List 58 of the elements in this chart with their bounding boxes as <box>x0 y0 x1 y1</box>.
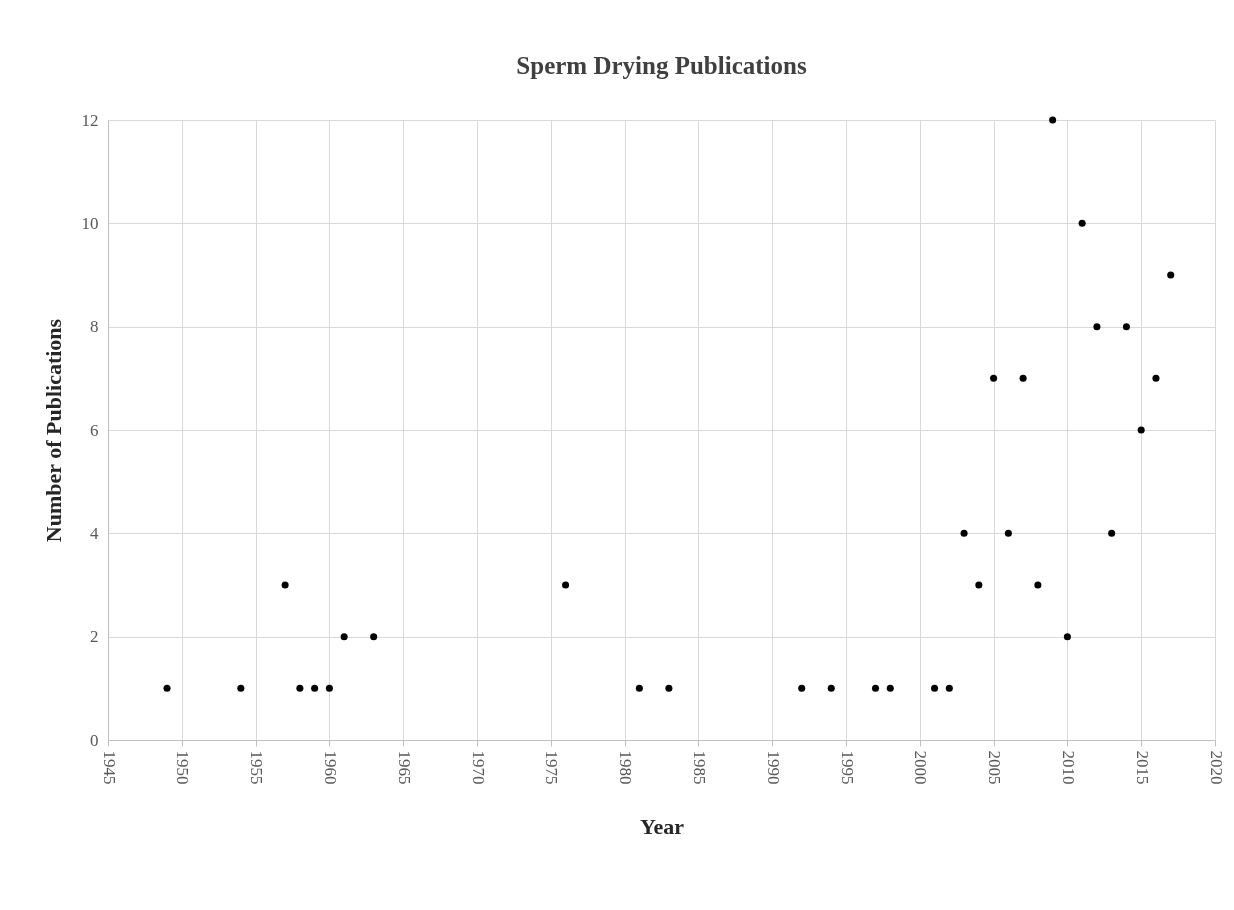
y-tick-label: 4 <box>90 523 99 543</box>
x-tick-label: 1945 <box>99 750 119 785</box>
point <box>1137 426 1145 434</box>
point <box>562 581 570 589</box>
point <box>1108 529 1116 537</box>
point <box>635 684 643 692</box>
point <box>990 374 998 382</box>
y-tick-label: 10 <box>81 213 99 233</box>
x-tick-label: 1990 <box>763 750 783 785</box>
x-tick-label: 2000 <box>911 750 931 785</box>
point <box>370 633 378 641</box>
x-tick-label: 1955 <box>247 750 267 785</box>
y-tick-label: 12 <box>81 110 99 130</box>
point <box>1152 374 1160 382</box>
point <box>1063 633 1071 641</box>
point <box>827 684 835 692</box>
x-tick-label: 2015 <box>1132 750 1152 785</box>
x-tick-label: 1950 <box>173 750 193 785</box>
point <box>798 684 806 692</box>
point <box>886 684 894 692</box>
y-tick-label: 6 <box>90 420 99 440</box>
x-tick-label: 1960 <box>320 750 340 785</box>
point <box>340 633 348 641</box>
x-tick-label: 2005 <box>985 750 1005 785</box>
point <box>665 684 673 692</box>
point <box>281 581 289 589</box>
point <box>311 684 319 692</box>
x-tick-label: 1985 <box>689 750 709 785</box>
y-axis-title: Number of Publications <box>40 318 66 543</box>
x-tick-label: 1970 <box>468 750 488 785</box>
point <box>945 684 953 692</box>
point <box>1019 374 1027 382</box>
chart-title: Sperm Drying Publications <box>516 52 807 79</box>
y-tick-label: 8 <box>90 317 99 337</box>
y-tick-label: 0 <box>90 730 99 750</box>
point <box>1049 116 1057 124</box>
point <box>296 684 304 692</box>
x-axis-title: Year <box>640 813 685 839</box>
point <box>1004 529 1012 537</box>
point <box>1093 323 1101 331</box>
point <box>163 684 171 692</box>
point <box>871 684 880 692</box>
x-tick-label: 1975 <box>542 750 562 785</box>
x-tick-label: 1980 <box>616 750 636 785</box>
x-tick-label: 2010 <box>1058 750 1078 785</box>
x-tick-label: 2020 <box>1206 750 1226 785</box>
point <box>1078 219 1086 227</box>
point <box>1167 271 1175 279</box>
point <box>931 684 939 692</box>
point <box>975 581 983 589</box>
point <box>960 529 968 537</box>
x-tick-label: 1965 <box>394 750 414 785</box>
point <box>237 684 245 692</box>
point <box>1034 581 1042 589</box>
point <box>1122 323 1130 331</box>
x-tick-label: 1995 <box>837 750 857 785</box>
y-tick-label: 2 <box>90 627 99 647</box>
point <box>325 684 333 692</box>
